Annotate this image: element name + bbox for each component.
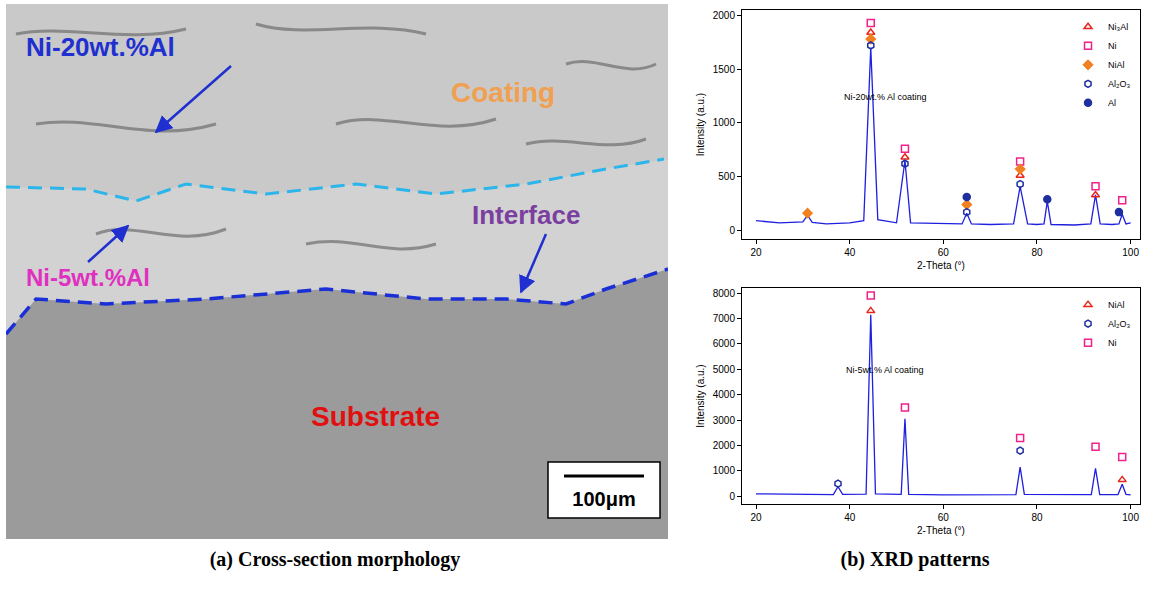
svg-text:60: 60 xyxy=(938,247,950,258)
svg-text:60: 60 xyxy=(938,512,950,523)
svg-text:Ni: Ni xyxy=(1108,41,1117,51)
html-text:(b) XRD patterns: (b) XRD patterns xyxy=(840,548,990,570)
svg-text:2000: 2000 xyxy=(713,440,736,451)
svg-text:8000: 8000 xyxy=(713,288,736,299)
svg-text:20: 20 xyxy=(750,247,762,258)
svg-text:5000: 5000 xyxy=(713,364,736,375)
svg-text:2-Theta (°): 2-Theta (°) xyxy=(917,525,965,536)
svg-text:1000: 1000 xyxy=(713,465,736,476)
svg-text:Coating: Coating xyxy=(451,77,555,108)
html-text:(a) Cross-section morphology: (a) Cross-section morphology xyxy=(209,548,461,570)
svg-text:Al₂O₃: Al₂O₃ xyxy=(1108,79,1130,89)
svg-text:3000: 3000 xyxy=(713,415,736,426)
svg-text:Substrate: Substrate xyxy=(311,401,440,432)
svg-text:100μm: 100μm xyxy=(572,488,635,510)
svg-text:0: 0 xyxy=(729,491,735,502)
svg-text:40: 40 xyxy=(844,247,856,258)
svg-text:Ni₃Al: Ni₃Al xyxy=(1108,22,1128,32)
svg-text:Ni-5wt.% Al coating: Ni-5wt.% Al coating xyxy=(846,365,924,375)
svg-text:2000: 2000 xyxy=(713,10,736,21)
svg-text:500: 500 xyxy=(718,171,735,182)
svg-text:100: 100 xyxy=(1122,247,1139,258)
svg-text:100: 100 xyxy=(1122,512,1139,523)
svg-text:80: 80 xyxy=(1031,247,1043,258)
svg-text:6000: 6000 xyxy=(713,338,736,349)
svg-text:Ni-20wt.% Al coating: Ni-20wt.% Al coating xyxy=(844,92,927,102)
svg-text:Ni: Ni xyxy=(1108,338,1117,348)
svg-text:Intensity (a.u.): Intensity (a.u.) xyxy=(695,364,706,427)
svg-text:40: 40 xyxy=(844,512,856,523)
svg-text:NiAl: NiAl xyxy=(1108,60,1125,70)
svg-text:Interface: Interface xyxy=(472,200,580,230)
svg-text:20: 20 xyxy=(750,512,762,523)
svg-text:Ni-5wt.%Al: Ni-5wt.%Al xyxy=(26,264,150,291)
svg-text:1000: 1000 xyxy=(713,117,736,128)
svg-text:Intensity (a.u.): Intensity (a.u.) xyxy=(695,93,706,156)
svg-text:1500: 1500 xyxy=(713,64,736,75)
svg-text:Al₂O₃: Al₂O₃ xyxy=(1108,319,1130,329)
svg-text:4000: 4000 xyxy=(713,389,736,400)
svg-text:7000: 7000 xyxy=(713,313,736,324)
svg-text:80: 80 xyxy=(1031,512,1043,523)
svg-text:Ni-20wt.%Al: Ni-20wt.%Al xyxy=(26,32,175,62)
svg-text:2-Theta (°): 2-Theta (°) xyxy=(917,260,965,271)
svg-text:NiAl: NiAl xyxy=(1108,300,1125,310)
svg-text:0: 0 xyxy=(729,225,735,236)
svg-text:Al: Al xyxy=(1108,98,1116,108)
